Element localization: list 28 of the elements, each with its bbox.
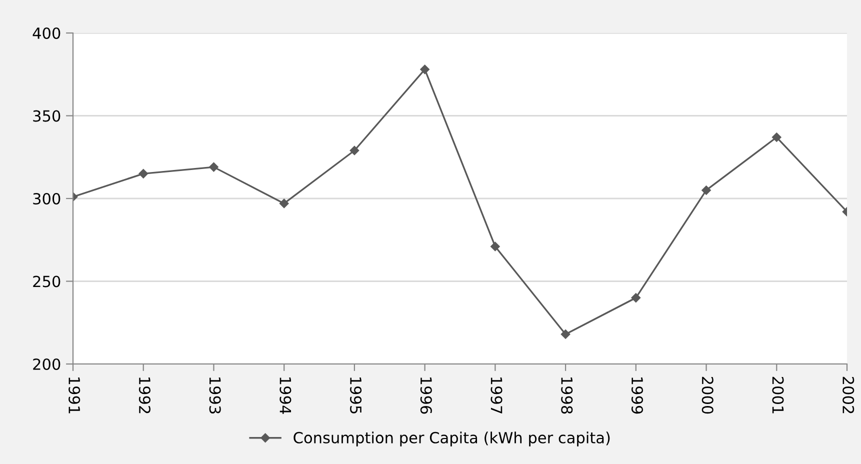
x-tick-label: 2001 (772, 376, 784, 414)
y-tick-label: 250 (33, 276, 60, 288)
point (350, 146, 360, 156)
x-tick-label: 1995 (350, 377, 362, 414)
x-tick-label: 1991 (68, 377, 80, 414)
y-tick-label: 200 (33, 358, 60, 370)
x-tick-label: 2000 (702, 376, 714, 414)
point (209, 162, 218, 172)
y-tick-label: 300 (33, 192, 60, 205)
x-tick-label: 1996 (420, 377, 432, 414)
x-tick-label: 1992 (138, 377, 150, 414)
y-tick-label: 350 (33, 110, 60, 122)
x-tick-label: 2002 (842, 376, 854, 414)
point (490, 242, 500, 252)
x-tick-label: 1999 (631, 377, 644, 414)
legend-label: Consumption per Capita (kWh per capita) (294, 432, 610, 446)
point (702, 186, 711, 195)
point (560, 330, 570, 339)
point (772, 132, 782, 142)
x-tick-label: 1998 (561, 377, 573, 414)
point (420, 64, 430, 74)
x-tick-label: 1997 (490, 377, 502, 414)
y-tick-label: 400 (32, 27, 60, 40)
point (279, 198, 289, 208)
x-tick-label: 1994 (280, 377, 292, 414)
x-tick-label: 1993 (209, 377, 221, 414)
point (138, 169, 148, 178)
point (631, 293, 641, 302)
